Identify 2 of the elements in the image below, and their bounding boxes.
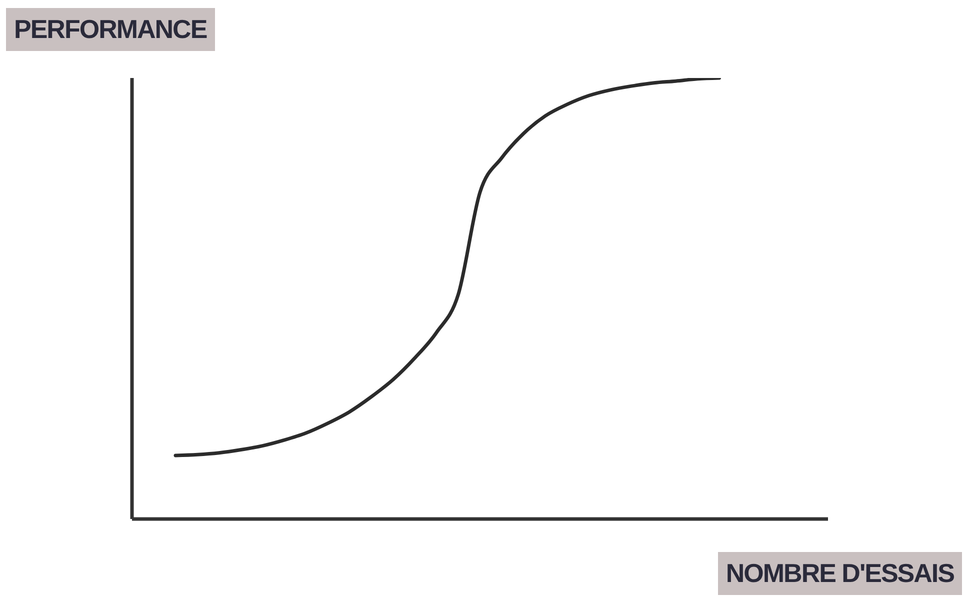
x-axis-title: NOMBRE D'ESSAIS bbox=[718, 552, 962, 595]
y-axis-title: PERFORMANCE bbox=[6, 8, 215, 51]
